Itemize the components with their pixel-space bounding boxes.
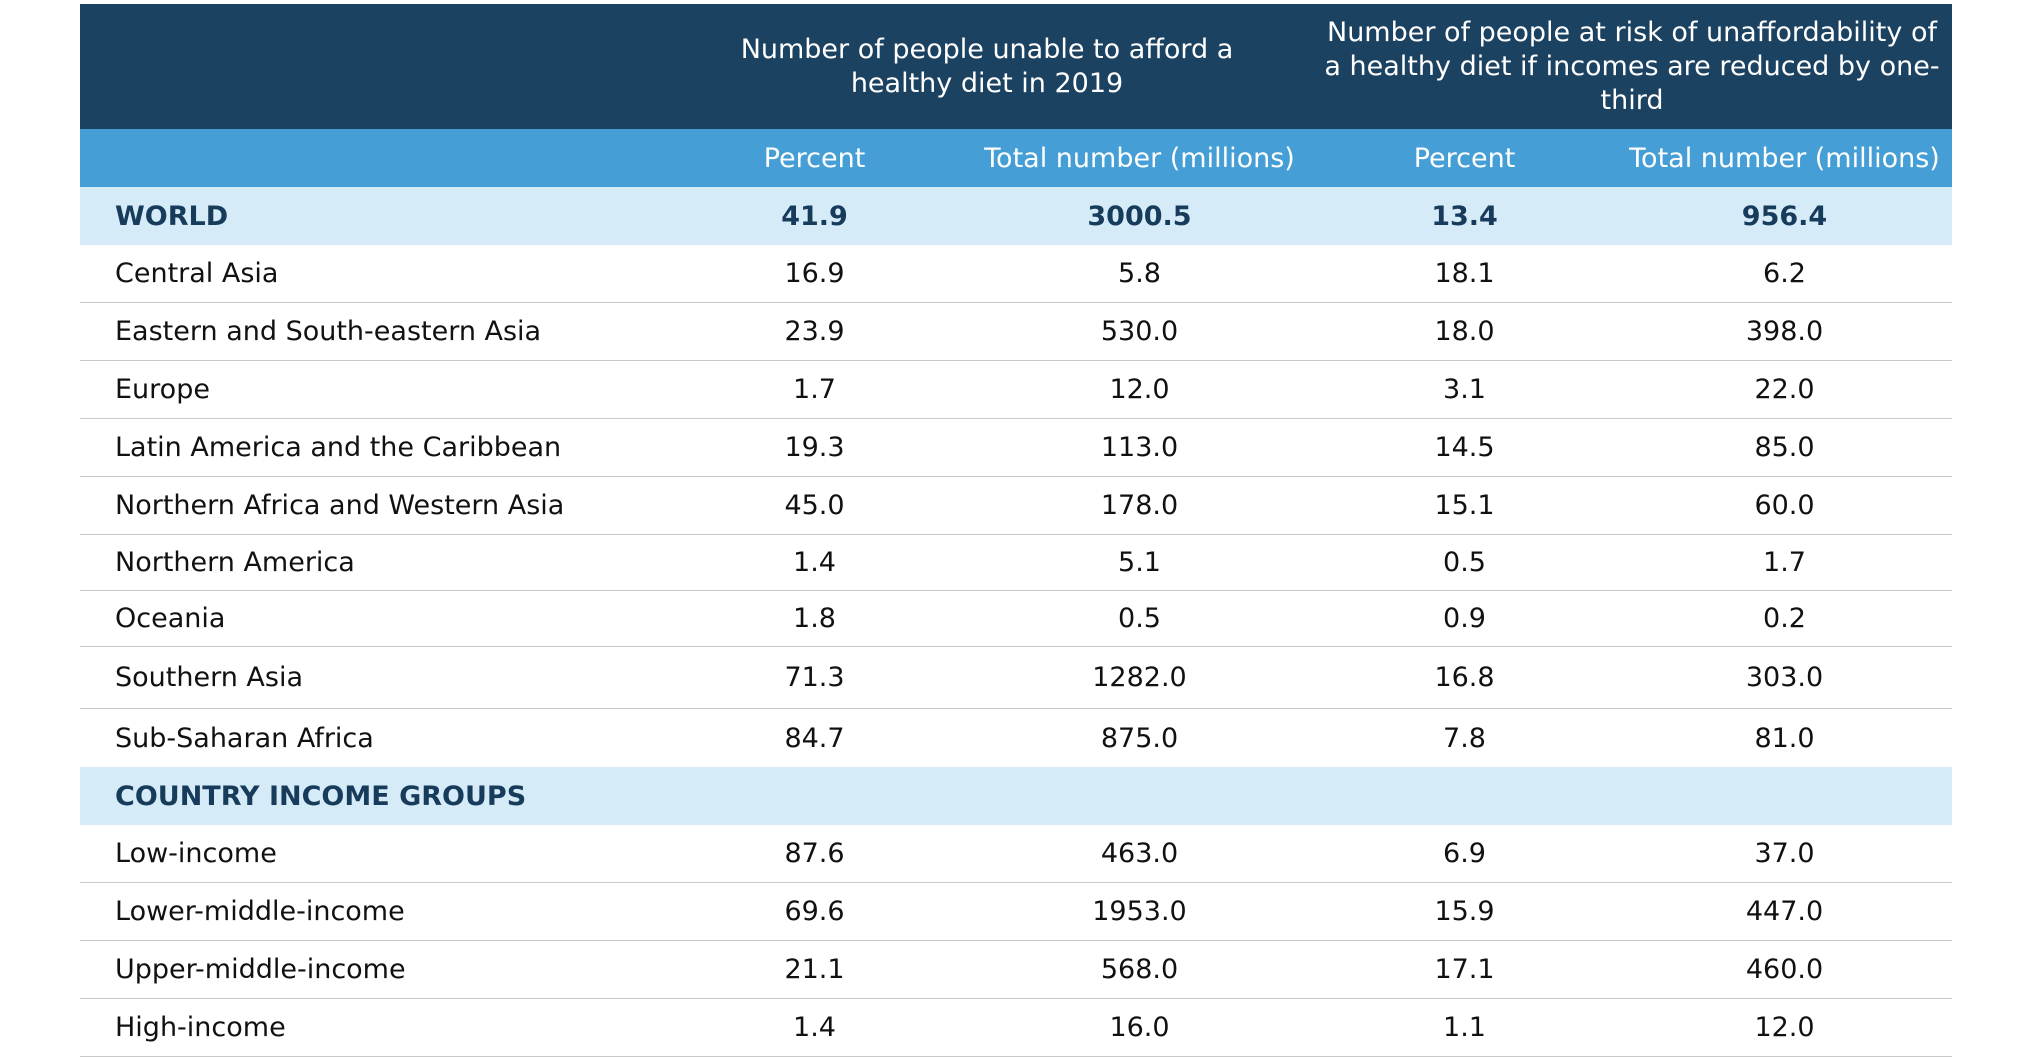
row-percent-2019: 45.0 <box>784 490 845 521</box>
row-percent-2019: 1.8 <box>793 603 836 634</box>
world-percent-2019: 41.9 <box>781 200 848 232</box>
header-percent-at-risk: Percent <box>1413 142 1516 174</box>
row-total-2019: 1282.0 <box>1092 662 1187 693</box>
row-total-at-risk: 460.0 <box>1745 954 1824 985</box>
row-percent-2019: 71.3 <box>784 662 845 693</box>
row-percent-at-risk: 18.1 <box>1434 258 1495 289</box>
row-percent-at-risk: 15.9 <box>1434 896 1495 927</box>
income-groups-section-row: COUNTRY INCOME GROUPS <box>80 767 1952 825</box>
table-row: Sub-Saharan Africa 84.7 875.0 7.8 81.0 <box>80 709 1952 767</box>
row-total-2019: 0.5 <box>1118 603 1161 634</box>
row-label: Northern Africa and Western Asia <box>115 490 565 521</box>
row-total-2019: 113.0 <box>1100 432 1179 463</box>
world-label: WORLD <box>115 200 229 232</box>
row-total-at-risk: 0.2 <box>1763 603 1806 634</box>
row-label: Europe <box>115 374 210 405</box>
row-total-2019: 178.0 <box>1100 490 1179 521</box>
row-percent-at-risk: 3.1 <box>1443 374 1486 405</box>
row-label: Lower-middle-income <box>115 896 405 927</box>
table-row: Central Asia 16.9 5.8 18.1 6.2 <box>80 245 1952 303</box>
table-row: Europe 1.7 12.0 3.1 22.0 <box>80 361 1952 419</box>
row-percent-2019: 1.7 <box>793 374 836 405</box>
row-total-2019: 463.0 <box>1100 838 1179 869</box>
row-label: Central Asia <box>115 258 279 289</box>
row-label: Latin America and the Caribbean <box>115 432 562 463</box>
header-total-2019: Total number (millions) <box>984 142 1295 174</box>
table-row: Upper-middle-income 21.1 568.0 17.1 460.… <box>80 941 1952 999</box>
row-label: Low-income <box>115 838 277 869</box>
row-total-2019: 16.0 <box>1109 1012 1170 1043</box>
row-total-at-risk: 447.0 <box>1745 896 1824 927</box>
row-percent-2019: 23.9 <box>784 316 845 347</box>
header-group-unable-to-afford: Number of people unable to afford a heal… <box>740 33 1234 99</box>
table-row: Lower-middle-income 69.6 1953.0 15.9 447… <box>80 883 1952 941</box>
table-row: Oceania 1.8 0.5 0.9 0.2 <box>80 591 1952 647</box>
row-percent-at-risk: 16.8 <box>1434 662 1495 693</box>
row-total-2019: 530.0 <box>1100 316 1179 347</box>
world-total-2019: 3000.5 <box>1087 200 1192 232</box>
row-percent-2019: 87.6 <box>784 838 845 869</box>
row-total-at-risk: 303.0 <box>1745 662 1824 693</box>
row-total-2019: 5.1 <box>1118 547 1161 578</box>
world-percent-at-risk: 13.4 <box>1431 200 1498 232</box>
header-total-at-risk: Total number (millions) <box>1629 142 1940 174</box>
row-label: Sub-Saharan Africa <box>115 722 374 754</box>
row-total-at-risk: 85.0 <box>1754 432 1815 463</box>
row-total-at-risk: 60.0 <box>1754 490 1815 521</box>
row-percent-2019: 69.6 <box>784 896 845 927</box>
table-row: Eastern and South-eastern Asia 23.9 530.… <box>80 303 1952 361</box>
table-row: Southern Asia 71.3 1282.0 16.8 303.0 <box>80 647 1952 709</box>
row-label: Upper-middle-income <box>115 954 406 985</box>
row-total-2019: 875.0 <box>1100 722 1179 754</box>
row-total-2019: 568.0 <box>1100 954 1179 985</box>
row-total-at-risk: 6.2 <box>1763 258 1806 289</box>
row-percent-at-risk: 18.0 <box>1434 316 1495 347</box>
row-label: Southern Asia <box>115 662 303 693</box>
row-percent-at-risk: 14.5 <box>1434 432 1495 463</box>
header-subcolumn-row: Percent Total number (millions) Percent … <box>80 129 1952 187</box>
row-percent-at-risk: 0.9 <box>1443 603 1486 634</box>
row-percent-2019: 21.1 <box>784 954 845 985</box>
row-label: Northern America <box>115 547 355 578</box>
row-label: Oceania <box>115 603 226 634</box>
row-percent-at-risk: 1.1 <box>1443 1012 1486 1043</box>
world-row: WORLD 41.9 3000.5 13.4 956.4 <box>80 187 1952 245</box>
row-total-at-risk: 1.7 <box>1763 547 1806 578</box>
row-label: High-income <box>115 1012 286 1043</box>
header-group-at-risk: Number of people at risk of unaffordabil… <box>1324 16 1940 116</box>
header-percent-2019: Percent <box>763 142 866 174</box>
table-row: Latin America and the Caribbean 19.3 113… <box>80 419 1952 477</box>
row-total-at-risk: 81.0 <box>1754 722 1815 754</box>
income-groups-section-label: COUNTRY INCOME GROUPS <box>115 780 527 812</box>
row-total-2019: 1953.0 <box>1092 896 1187 927</box>
healthy-diet-affordability-table: Number of people unable to afford a heal… <box>80 4 1952 1057</box>
row-percent-at-risk: 17.1 <box>1434 954 1495 985</box>
row-percent-2019: 1.4 <box>793 547 836 578</box>
row-percent-2019: 1.4 <box>793 1012 836 1043</box>
world-total-at-risk: 956.4 <box>1741 200 1828 232</box>
row-percent-2019: 19.3 <box>784 432 845 463</box>
row-total-at-risk: 12.0 <box>1754 1012 1815 1043</box>
row-total-at-risk: 37.0 <box>1754 838 1815 869</box>
row-total-at-risk: 398.0 <box>1745 316 1824 347</box>
row-percent-at-risk: 15.1 <box>1434 490 1495 521</box>
row-percent-at-risk: 6.9 <box>1443 838 1486 869</box>
header-group-row: Number of people unable to afford a heal… <box>80 4 1952 129</box>
row-total-2019: 5.8 <box>1118 258 1161 289</box>
row-percent-at-risk: 0.5 <box>1443 547 1486 578</box>
table-row: Northern America 1.4 5.1 0.5 1.7 <box>80 535 1952 591</box>
table-row: Low-income 87.6 463.0 6.9 37.0 <box>80 825 1952 883</box>
row-percent-2019: 84.7 <box>784 722 845 754</box>
row-percent-2019: 16.9 <box>784 258 845 289</box>
table-row: Northern Africa and Western Asia 45.0 17… <box>80 477 1952 535</box>
row-percent-at-risk: 7.8 <box>1443 722 1486 754</box>
table-row: High-income 1.4 16.0 1.1 12.0 <box>80 999 1952 1057</box>
row-total-at-risk: 22.0 <box>1754 374 1815 405</box>
row-total-2019: 12.0 <box>1109 374 1170 405</box>
row-label: Eastern and South-eastern Asia <box>115 316 542 347</box>
